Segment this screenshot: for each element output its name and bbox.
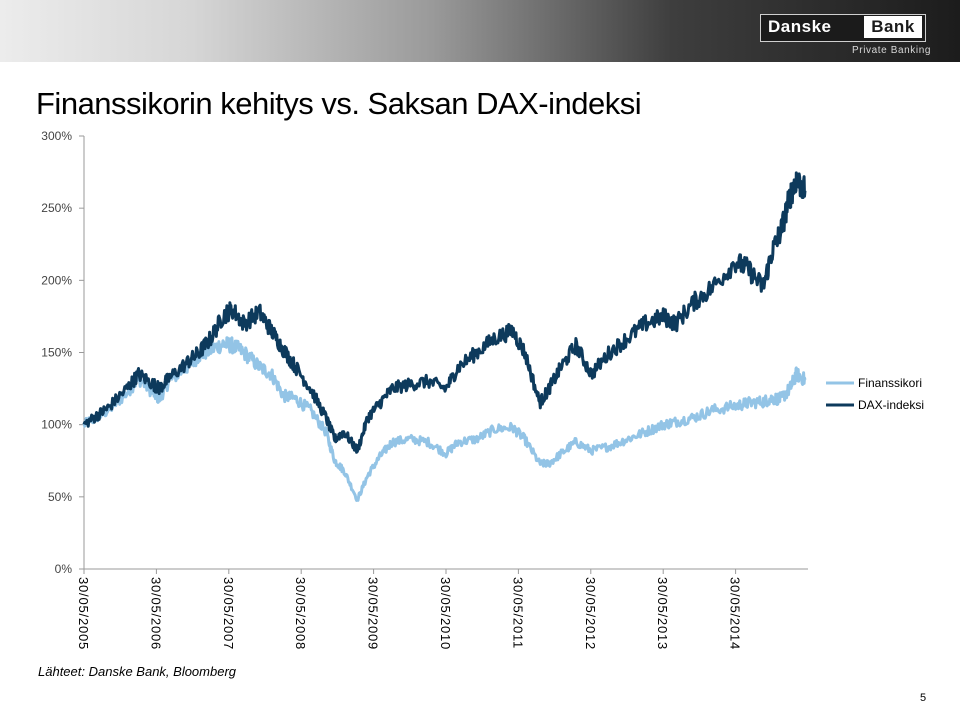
y-tick-label: 0% (55, 562, 73, 576)
y-tick-label: 300% (41, 129, 72, 143)
x-tick-label: 30/05/2010 (438, 577, 453, 650)
x-tick-label: 30/05/2009 (366, 577, 381, 650)
x-tick-label: 30/05/2011 (510, 577, 525, 649)
series-line-finanssikori (82, 336, 807, 502)
page-number: 5 (920, 692, 927, 704)
x-tick-label: 30/05/2014 (728, 577, 743, 650)
y-tick-label: 100% (41, 418, 72, 432)
chart-title: Finanssikorin kehitys vs. Saksan DAX-ind… (36, 86, 642, 121)
legend-label-dax-indeksi: DAX-indeksi (858, 398, 924, 412)
logo-subtitle: Private Banking (852, 45, 932, 56)
y-tick-label: 50% (48, 490, 72, 504)
x-tick-label: 30/05/2013 (655, 577, 670, 650)
x-tick-label: 30/05/2005 (76, 577, 91, 650)
x-tick-label: 30/05/2008 (293, 577, 308, 650)
legend-label-finanssikori: Finanssikori (858, 376, 922, 390)
y-tick-label: 250% (41, 201, 72, 215)
y-tick-label: 150% (41, 346, 72, 360)
y-tick-label: 200% (41, 273, 72, 287)
x-tick-label: 30/05/2007 (221, 577, 236, 650)
danske-bank-logo: Danske Bank (760, 14, 928, 44)
logo-bank: Bank (864, 16, 922, 38)
source-note: Lähteet: Danske Bank, Bloomberg (38, 664, 237, 679)
series-line-dax-indeksi (82, 171, 807, 454)
logo-danske: Danske (768, 17, 832, 36)
x-tick-label: 30/05/2012 (583, 577, 598, 650)
x-tick-label: 30/05/2006 (148, 577, 163, 650)
